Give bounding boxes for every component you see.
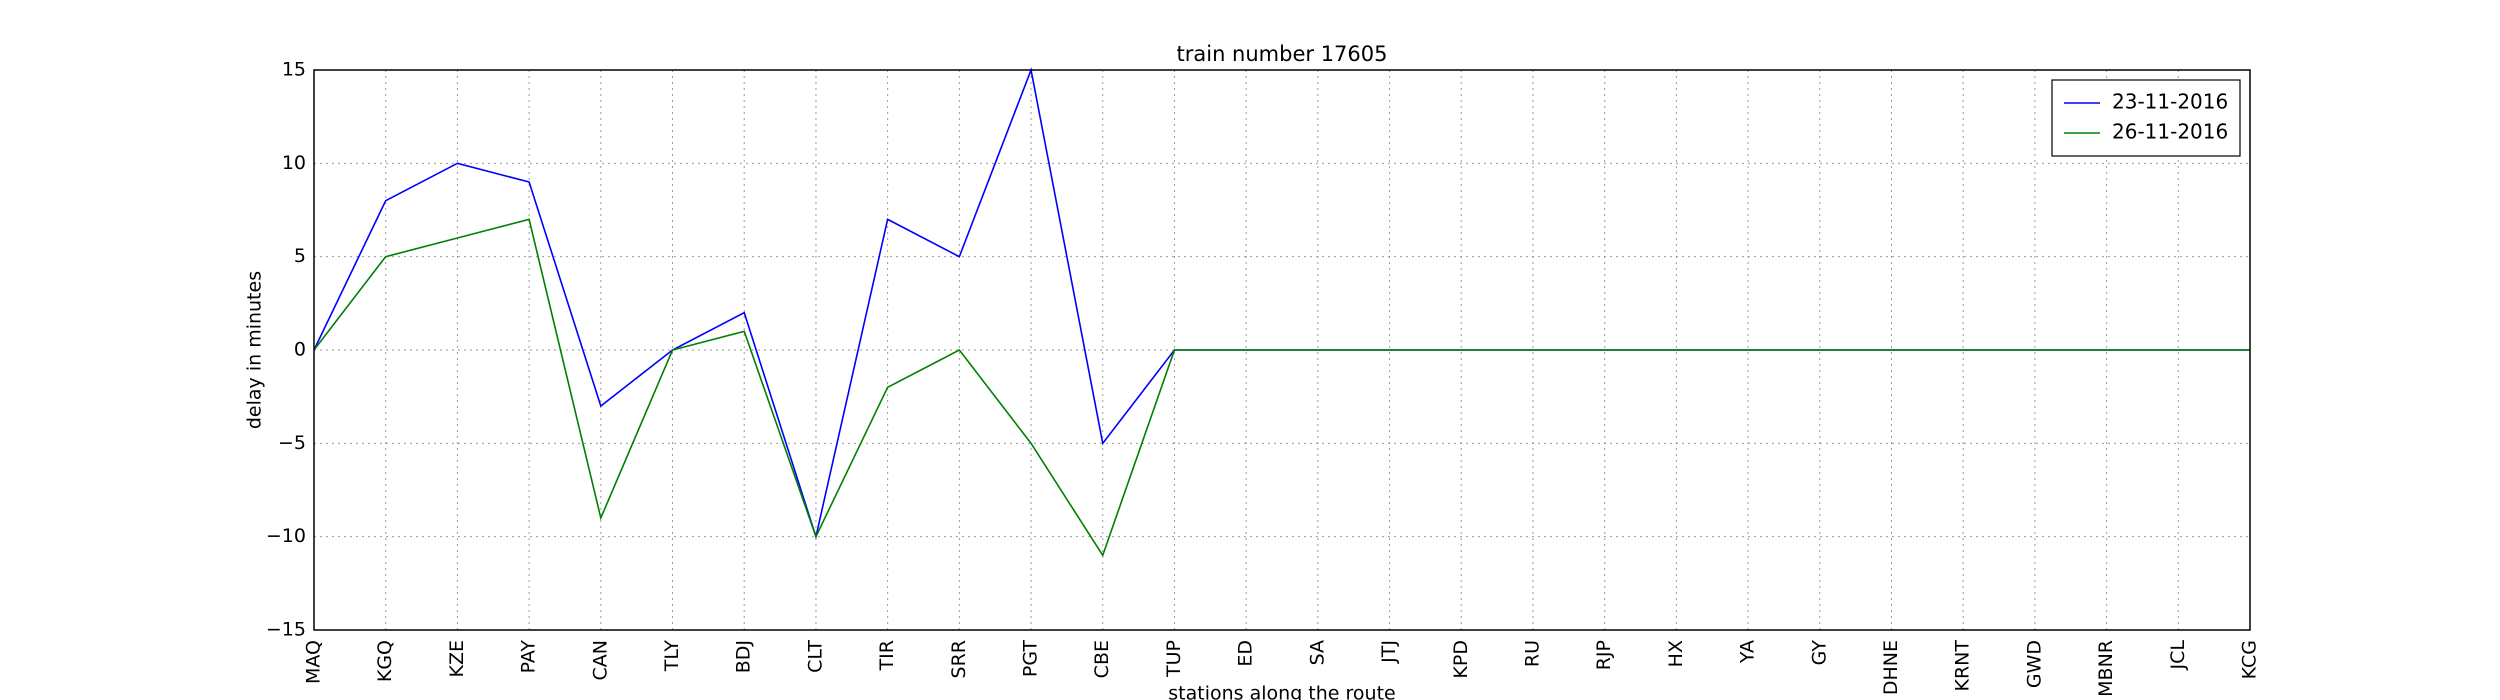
x-tick-label: MAQ (303, 640, 325, 684)
x-tick-label: GWD (2023, 640, 2045, 688)
legend: 23-11-2016 26-11-2016 (2051, 79, 2241, 157)
y-axis-label: delay in minutes (244, 271, 266, 429)
y-tick-label: −15 (266, 619, 306, 641)
x-tick-label: PGT (1020, 640, 1042, 678)
y-tick-label: 10 (282, 152, 306, 174)
x-tick-label: CBE (1091, 640, 1113, 678)
x-tick-label: MBNR (2095, 640, 2117, 697)
data-line (313, 67, 2250, 540)
x-tick-label: KZE (446, 640, 468, 677)
x-tick-label: PAY (518, 640, 540, 674)
x-tick-label: KGQ (374, 640, 396, 682)
x-tick-label: TIR (876, 640, 898, 671)
x-tick-label: SRR (948, 640, 970, 678)
x-tick-label: TLY (661, 640, 683, 673)
x-tick-label: JTJ (1378, 640, 1400, 664)
plot-frame (313, 69, 2251, 631)
x-tick-label: KPD (1450, 640, 1472, 679)
legend-box (2051, 79, 2241, 157)
chart-title: train number 17605 (1177, 42, 1388, 66)
y-tick-label: 0 (294, 339, 306, 361)
y-tick-label: 5 (294, 245, 306, 267)
x-tick-label: BDJ (733, 640, 755, 673)
legend-label: 26-11-2016 (2112, 120, 2228, 144)
x-tick-label: DHNE (1880, 640, 1902, 695)
x-tick-label: CLT (804, 640, 826, 673)
x-tick-label: TUP (1163, 640, 1185, 678)
y-tick-label: 15 (282, 59, 306, 81)
x-tick-label: JCL (2167, 640, 2189, 671)
y-tick-label: −10 (266, 525, 306, 547)
x-axis-label: stations along the route (1168, 683, 1395, 700)
x-tick-label: KRNT (1952, 640, 1974, 692)
x-tick-label: KCG (2239, 640, 2261, 679)
x-tick-label: SA (1306, 640, 1328, 665)
x-tick-label: HX (1665, 640, 1687, 667)
x-tick-label: CAN (589, 640, 611, 680)
x-tick-label: GY (1808, 640, 1830, 666)
x-tick-label: RJP (1593, 640, 1615, 670)
x-tick-label: RU (1521, 640, 1543, 667)
x-tick-label: YA (1737, 640, 1759, 664)
legend-label: 23-11-2016 (2112, 90, 2228, 114)
y-tick-label: −5 (278, 432, 306, 454)
data-line (313, 218, 2250, 558)
x-tick-label: ED (1235, 640, 1257, 667)
